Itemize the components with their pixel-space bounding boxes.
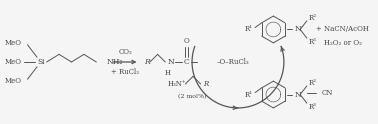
Text: R³: R³ [309,103,317,111]
Text: N: N [294,25,301,33]
Text: H₂O₂ or O₂: H₂O₂ or O₂ [324,39,362,47]
Text: N: N [294,91,301,99]
Text: H₃N⁺: H₃N⁺ [168,80,187,88]
Text: R¹: R¹ [245,25,253,33]
Text: R³: R³ [309,38,317,46]
Text: N: N [168,58,175,66]
Text: R²: R² [309,79,317,87]
Text: –O–RuCl₃: –O–RuCl₃ [217,58,249,66]
Text: NH₂: NH₂ [107,58,123,66]
Text: CN: CN [321,89,333,97]
Text: H: H [165,69,171,77]
Text: MeO: MeO [5,39,22,47]
Text: C: C [183,58,189,66]
Text: R: R [144,58,150,66]
Text: R: R [203,80,209,88]
Text: O: O [183,37,189,45]
Text: (2 mol%): (2 mol%) [178,94,206,99]
Text: R¹: R¹ [245,91,253,99]
Text: Si: Si [37,58,45,66]
Text: MeO: MeO [5,77,22,85]
Text: + NaCN/AcOH: + NaCN/AcOH [316,25,369,33]
Text: + RuCl₃: + RuCl₃ [111,68,139,76]
Text: CO₂: CO₂ [118,48,132,56]
Text: R²: R² [309,14,317,22]
Text: MeO: MeO [5,58,22,66]
